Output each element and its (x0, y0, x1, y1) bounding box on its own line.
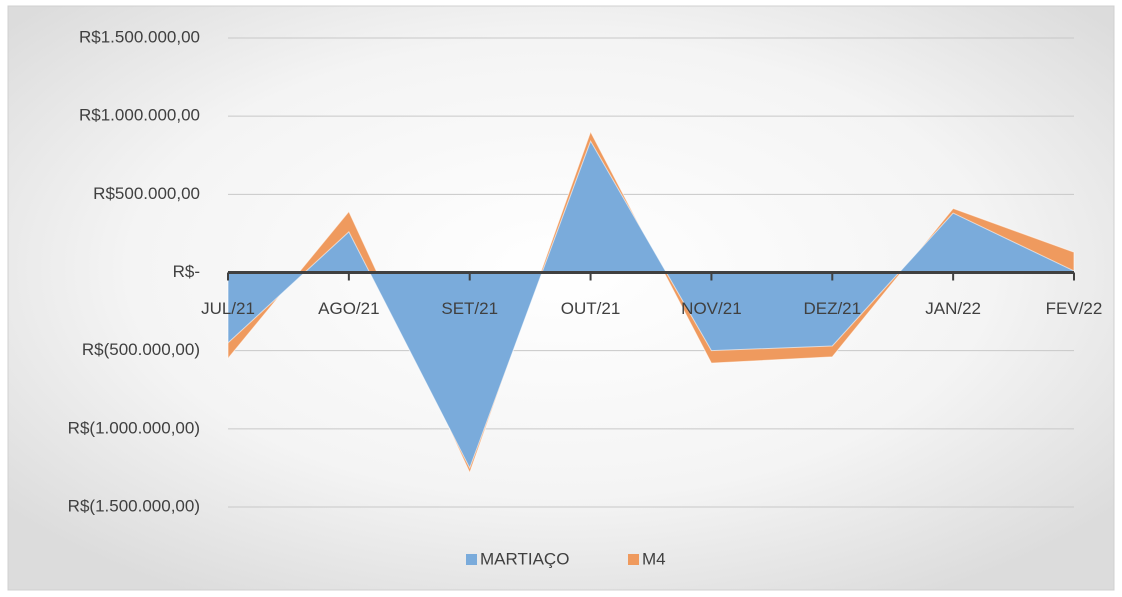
y-tick-label: R$(500.000,00) (82, 340, 200, 359)
x-tick-label: JUL/21 (201, 299, 255, 318)
chart-background (7, 5, 1115, 591)
x-tick-label: AGO/21 (318, 299, 379, 318)
y-tick-label: R$- (173, 262, 200, 281)
x-tick-label: JAN/22 (925, 299, 981, 318)
y-tick-label: R$500.000,00 (93, 184, 200, 203)
legend-label: MARTIAÇO (480, 549, 569, 568)
x-tick-label: NOV/21 (681, 299, 741, 318)
y-tick-label: R$1.000.000,00 (79, 106, 200, 125)
legend-label: M4 (642, 549, 666, 568)
x-tick-label: SET/21 (441, 299, 498, 318)
x-tick-label: DEZ/21 (803, 299, 861, 318)
y-tick-label: R$(1.500.000,00) (68, 496, 200, 515)
x-tick-label: FEV/22 (1046, 299, 1103, 318)
x-tick-label: OUT/21 (561, 299, 621, 318)
y-tick-label: R$1.500.000,00 (79, 27, 200, 46)
legend-swatch (466, 554, 477, 565)
legend-swatch (628, 554, 639, 565)
y-tick-label: R$(1.000.000,00) (68, 418, 200, 437)
